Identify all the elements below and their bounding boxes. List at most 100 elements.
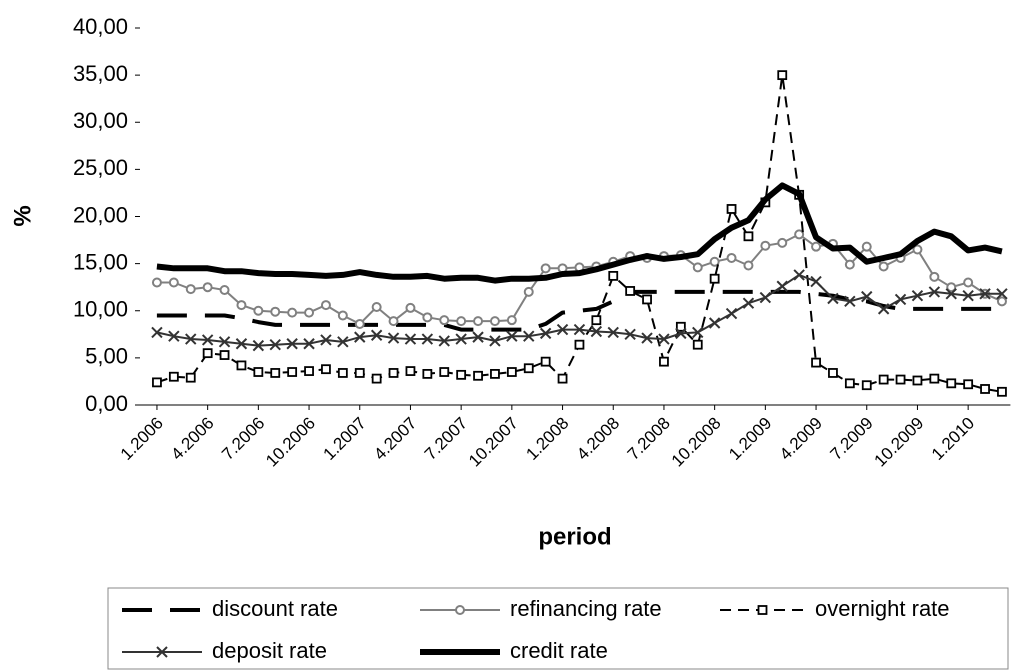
marker xyxy=(405,302,416,313)
marker xyxy=(658,333,670,345)
legend-label: discount rate xyxy=(212,596,338,621)
marker xyxy=(996,296,1007,307)
marker xyxy=(371,301,382,312)
y-tick-label: 15,00 xyxy=(73,249,128,274)
marker xyxy=(692,339,703,350)
marker xyxy=(742,297,755,309)
marker xyxy=(185,284,196,295)
marker xyxy=(929,271,940,282)
marker xyxy=(168,330,180,342)
marker xyxy=(844,378,855,389)
marker xyxy=(219,285,230,296)
marker xyxy=(371,373,382,384)
marker xyxy=(709,256,720,267)
marker xyxy=(506,315,517,326)
x-tick-label: 1.2008 xyxy=(522,414,572,464)
marker xyxy=(235,338,248,350)
marker xyxy=(253,367,264,377)
marker xyxy=(202,282,213,293)
marker xyxy=(185,372,196,383)
marker xyxy=(641,332,653,344)
marker xyxy=(759,291,772,304)
marker xyxy=(557,373,568,384)
marker xyxy=(996,288,1008,300)
marker xyxy=(675,321,686,332)
x-axis-label: period xyxy=(538,523,611,550)
marker xyxy=(370,329,383,341)
marker xyxy=(912,375,923,386)
marker xyxy=(642,294,652,305)
y-tick-label: 25,00 xyxy=(73,155,128,180)
x-tick-label: 10.2006 xyxy=(262,414,319,471)
x-tick-label: 1.2009 xyxy=(725,414,775,464)
marker xyxy=(439,367,450,377)
marker xyxy=(608,270,619,281)
marker xyxy=(844,259,855,270)
marker xyxy=(946,378,957,389)
marker xyxy=(337,336,349,348)
marker xyxy=(168,371,179,382)
marker xyxy=(201,334,214,346)
x-tick-label: 4.2007 xyxy=(370,414,420,464)
marker xyxy=(387,332,400,344)
x-tick-label: 10.2007 xyxy=(465,414,522,471)
marker xyxy=(757,605,768,615)
marker xyxy=(185,333,197,345)
marker xyxy=(946,282,957,293)
y-tick-label: 20,00 xyxy=(73,202,128,227)
marker xyxy=(760,240,771,251)
x-tick-label: 7.2006 xyxy=(218,414,268,464)
marker xyxy=(878,374,889,385)
marker xyxy=(354,368,365,378)
marker xyxy=(438,335,450,347)
marker xyxy=(286,338,298,350)
marker xyxy=(675,327,687,340)
marker xyxy=(743,231,754,242)
marker xyxy=(777,237,788,248)
marker xyxy=(794,229,805,240)
marker xyxy=(304,307,315,318)
marker xyxy=(624,328,636,341)
marker xyxy=(945,288,957,300)
marker xyxy=(337,310,348,321)
y-tick-label: 35,00 xyxy=(73,61,128,86)
marker xyxy=(388,316,399,327)
marker xyxy=(776,280,788,292)
legend-label: credit rate xyxy=(510,638,608,663)
y-axis-label: % xyxy=(9,205,36,226)
marker xyxy=(709,273,720,284)
marker xyxy=(287,307,298,318)
marker xyxy=(337,368,348,378)
marker xyxy=(523,330,535,342)
marker xyxy=(269,338,281,351)
marker xyxy=(573,323,586,336)
marker xyxy=(168,277,179,288)
marker xyxy=(912,244,923,255)
marker xyxy=(404,333,417,345)
marker xyxy=(979,288,991,300)
marker xyxy=(590,325,603,338)
marker xyxy=(980,384,990,394)
legend-box xyxy=(107,587,1009,670)
y-tick-label: 10,00 xyxy=(73,297,128,322)
marker xyxy=(405,366,416,376)
marker xyxy=(489,335,501,347)
marker xyxy=(895,374,906,385)
marker xyxy=(354,331,366,343)
marker xyxy=(726,252,737,263)
marker xyxy=(202,348,213,359)
x-tick-label: 10.2009 xyxy=(871,414,928,471)
x-tick-label: 10.2008 xyxy=(668,414,725,471)
legend-label: refinancing rate xyxy=(510,596,662,621)
marker xyxy=(489,316,500,327)
marker xyxy=(861,380,872,391)
marker xyxy=(574,339,585,350)
marker xyxy=(320,334,332,346)
x-tick-label: 1.2006 xyxy=(117,414,167,464)
marker xyxy=(473,370,483,381)
marker xyxy=(692,262,703,273)
marker xyxy=(743,260,754,271)
legend-label: overnight rate xyxy=(815,596,950,621)
marker xyxy=(828,368,838,378)
marker xyxy=(422,368,433,379)
